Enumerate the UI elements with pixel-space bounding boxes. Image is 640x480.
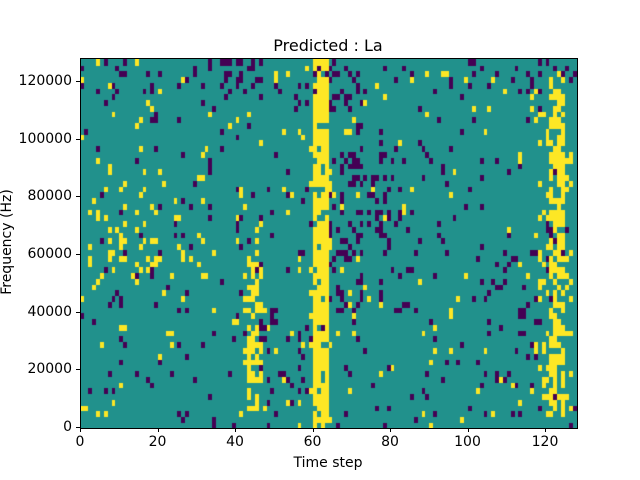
y-tick-mark — [76, 254, 80, 256]
y-tick-mark — [76, 369, 80, 371]
x-tick-mark — [80, 428, 81, 432]
y-tick-label: 120000 — [18, 73, 72, 90]
x-tick-label: 100 — [454, 434, 481, 450]
x-tick-label: 60 — [303, 434, 322, 450]
x-tick-label: 20 — [148, 434, 167, 450]
x-axis-label: Time step — [293, 455, 363, 471]
x-tick-mark — [312, 428, 314, 432]
y-axis-label: Frequency (Hz) — [0, 189, 15, 295]
x-tick-label: 120 — [531, 434, 559, 450]
y-tick-mark — [76, 311, 80, 313]
heatmap-canvas — [81, 59, 577, 428]
x-tick-mark — [157, 428, 159, 432]
y-tick-mark — [76, 81, 80, 83]
plot-title: Predicted : La — [273, 36, 383, 55]
y-tick-label: 100000 — [18, 130, 72, 147]
x-tick-mark — [545, 428, 546, 432]
x-tick-mark — [467, 428, 469, 432]
y-tick-mark — [76, 138, 80, 140]
x-tick-label: 40 — [226, 434, 244, 450]
x-tick-label: 0 — [75, 434, 85, 450]
x-tick-label: 80 — [381, 434, 399, 450]
x-tick-mark — [235, 428, 236, 432]
y-tick-label: 60000 — [27, 246, 72, 263]
y-tick-mark — [76, 196, 80, 198]
plot-area — [80, 58, 578, 429]
y-tick-label: 0 — [63, 419, 72, 435]
y-tick-label: 20000 — [27, 361, 72, 378]
x-tick-mark — [390, 428, 391, 432]
y-tick-label: 40000 — [27, 303, 72, 320]
y-tick-mark — [76, 427, 80, 428]
y-tick-label: 80000 — [27, 188, 72, 205]
